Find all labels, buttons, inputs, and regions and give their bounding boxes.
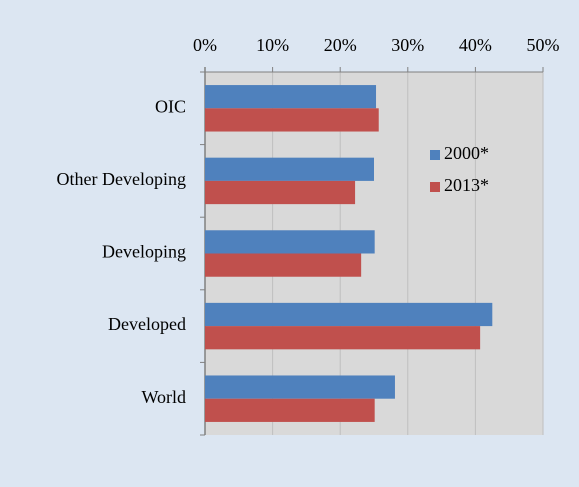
x-tick-label: 0% [193, 35, 217, 55]
x-tick-label: 50% [527, 35, 560, 55]
bar [205, 253, 362, 277]
bar [205, 398, 375, 422]
legend-label: 2000* [444, 143, 489, 163]
y-tick-label: OIC [155, 96, 186, 116]
bar [205, 375, 395, 399]
legend-label: 2013* [444, 175, 489, 195]
bar [205, 302, 493, 327]
x-tick-label: 40% [459, 35, 492, 55]
bar [205, 108, 379, 132]
y-tick-label: Developing [102, 242, 186, 262]
bar [205, 157, 374, 181]
legend-swatch [430, 182, 440, 192]
y-tick-label: Developed [108, 314, 186, 334]
x-tick-label: 10% [256, 35, 289, 55]
x-tick-label: 20% [324, 35, 357, 55]
bar [205, 85, 377, 109]
bar [205, 180, 356, 205]
bar [205, 326, 481, 350]
y-tick-label: World [141, 387, 186, 407]
legend-swatch [430, 150, 440, 160]
bar [205, 230, 375, 254]
x-tick-label: 30% [391, 35, 424, 55]
y-tick-label: Other Developing [57, 169, 186, 189]
